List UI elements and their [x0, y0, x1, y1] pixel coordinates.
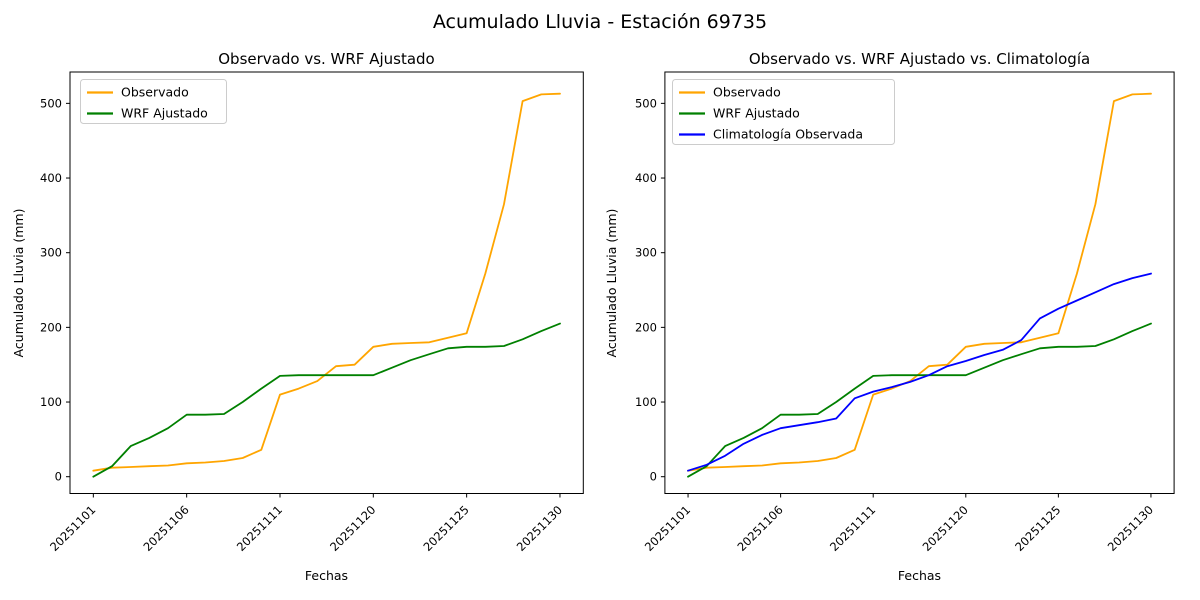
y-tick-label: 0	[650, 470, 657, 484]
left-xaxis-label: Fechas	[305, 568, 348, 583]
right-legend: Observado WRF Ajustado Climatología Obse…	[672, 79, 895, 145]
x-tick-label: 20251111	[234, 503, 285, 554]
y-tick-label: 200	[40, 320, 62, 334]
right-yaxis-label: Acumulado Lluvia (mm)	[604, 209, 619, 358]
y-tick-label: 500	[40, 96, 62, 110]
right-xaxis-label: Fechas	[898, 568, 941, 583]
x-tick-label: 20251111	[827, 503, 878, 554]
x-tick-label: 20251106	[140, 503, 191, 554]
series-line-climatologia-observada	[687, 272, 1152, 472]
series-line-wrf-ajustado	[687, 322, 1152, 478]
legend-box	[80, 79, 227, 124]
y-tick-label: 400	[635, 171, 657, 185]
legend-label-observado: Observado	[121, 85, 189, 100]
right-subplot-title: Observado vs. WRF Ajustado vs. Climatolo…	[749, 50, 1090, 68]
y-tick-label: 100	[635, 395, 657, 409]
axes-border	[664, 71, 1175, 494]
y-tick-label: 200	[635, 320, 657, 334]
y-tick-label: 100	[40, 395, 62, 409]
x-tick-label: 20251120	[920, 503, 971, 554]
x-tick-label: 20251101	[642, 503, 693, 554]
x-tick-label: 20251125	[420, 503, 471, 554]
series-line-observado	[92, 92, 561, 472]
legend-label-observado: Observado	[713, 85, 781, 100]
y-tick-label: 500	[635, 96, 657, 110]
left-yaxis-label: Acumulado Lluvia (mm)	[11, 209, 26, 358]
x-tick-label: 20251130	[514, 503, 565, 554]
x-tick-label: 20251120	[327, 503, 378, 554]
x-tick-label: 20251106	[734, 503, 785, 554]
left-subplot-title: Observado vs. WRF Ajustado	[218, 50, 434, 68]
series-line-wrf-ajustado	[92, 322, 561, 478]
y-tick-label: 0	[55, 470, 62, 484]
x-tick-label: 20251130	[1105, 503, 1156, 554]
y-tick-label: 400	[40, 171, 62, 185]
y-tick-label: 300	[40, 246, 62, 260]
axes-border	[69, 71, 584, 494]
x-tick-label: 20251125	[1012, 503, 1063, 554]
left-subplot: 20251101 20251106 20251111 20251120 20251125…	[40, 71, 584, 554]
legend-box	[672, 79, 895, 145]
left-legend: Observado WRF Ajustado	[80, 79, 227, 124]
series-line-observado	[687, 92, 1152, 472]
legend-label-climatologia-observada: Climatología Observada	[713, 127, 863, 142]
legend-label-wrf-ajustado: WRF Ajustado	[713, 106, 800, 121]
legend-label-wrf-ajustado: WRF Ajustado	[121, 106, 208, 121]
x-tick-label: 20251101	[47, 503, 98, 554]
figure-title: Acumulado Lluvia - Estación 69735	[432, 11, 768, 33]
y-tick-label: 300	[635, 246, 657, 260]
